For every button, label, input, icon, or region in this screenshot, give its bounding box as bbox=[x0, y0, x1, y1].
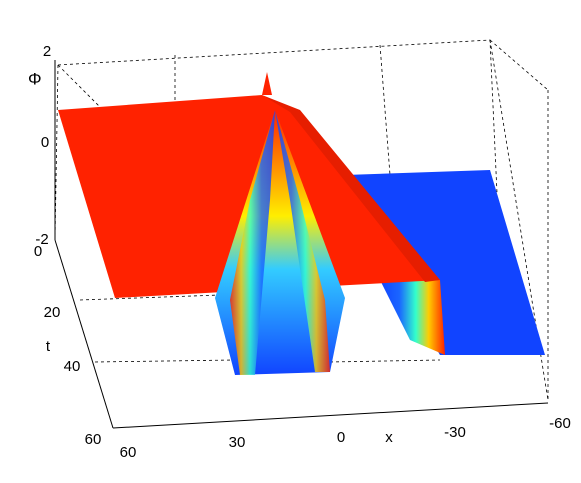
axes-box bbox=[54, 39, 549, 429]
x-tick-label: -30 bbox=[444, 424, 466, 441]
z-tick-label: 0 bbox=[41, 134, 49, 151]
x-tick-label: 30 bbox=[229, 434, 246, 451]
z-tick-label: -2 bbox=[35, 231, 48, 248]
y-axis-label: t bbox=[46, 338, 51, 355]
surface bbox=[58, 72, 545, 375]
x-tick-label: -60 bbox=[549, 415, 571, 432]
y-tick-label: 20 bbox=[44, 304, 61, 321]
y-tick-label: 0 bbox=[34, 243, 42, 260]
z-axis-label: Φ bbox=[28, 69, 42, 88]
x-axis-label: x bbox=[385, 429, 393, 446]
y-tick-label: 60 bbox=[85, 431, 102, 448]
labels: Φ 2 0 -2 0 20 40 60 t 60 30 0 -30 -60 x bbox=[28, 43, 571, 461]
x-tick-label: 0 bbox=[337, 429, 345, 446]
z-tick-label: 2 bbox=[43, 43, 51, 60]
y-tick-label: 40 bbox=[64, 358, 81, 375]
x-tick-label: 60 bbox=[120, 444, 137, 461]
